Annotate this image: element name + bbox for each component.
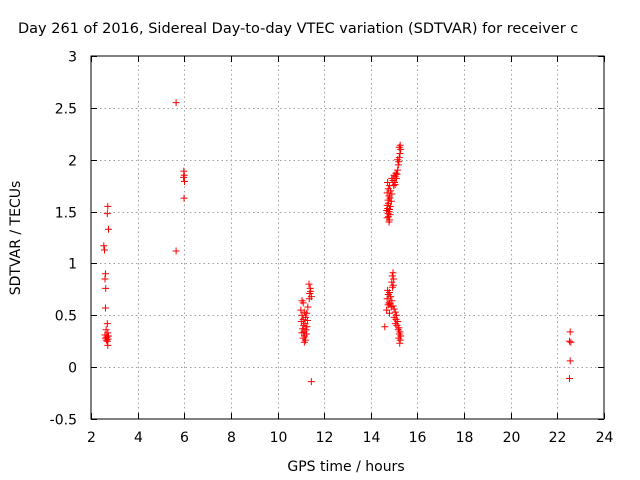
y-tick-label: 0.5	[55, 309, 77, 325]
y-tick-label: 2	[68, 154, 77, 170]
y-tick-label: 1.5	[55, 206, 77, 222]
data-point	[300, 322, 308, 330]
data-point	[101, 246, 109, 254]
y-tick-label: -0.5	[50, 413, 77, 429]
data-point	[389, 302, 397, 310]
grid	[91, 56, 604, 419]
data-point	[104, 202, 112, 210]
data-point	[103, 320, 111, 328]
x-tick-label: 4	[134, 430, 143, 446]
data-point	[389, 283, 397, 291]
data-point	[394, 166, 402, 174]
plot-frame	[90, 55, 605, 420]
data-point	[172, 99, 180, 107]
x-tick-label: 10	[270, 430, 288, 446]
data-point	[100, 242, 108, 250]
data-point	[565, 375, 573, 383]
data-point	[101, 275, 109, 283]
data-point	[396, 339, 404, 347]
x-tick-label: 2	[87, 430, 96, 446]
data-point	[385, 218, 393, 226]
data-point	[391, 308, 399, 316]
data-point	[304, 303, 312, 311]
data-point	[381, 323, 389, 331]
data-point	[299, 299, 307, 307]
data-point	[565, 337, 573, 345]
data-point	[300, 338, 308, 346]
data-point	[101, 304, 109, 312]
x-axis-label: GPS time / hours	[287, 459, 404, 475]
data-point	[567, 338, 575, 346]
data-point	[103, 210, 111, 218]
data-point	[393, 170, 401, 178]
x-tick-label: 8	[227, 430, 236, 446]
x-tick-label: 14	[363, 430, 381, 446]
x-tick-label: 18	[456, 430, 474, 446]
y-axis: -0.5 0 0.5 1 1.5 2 2.5 3	[50, 50, 604, 429]
x-tick-label: 22	[549, 430, 567, 446]
data-point	[180, 194, 188, 202]
data-point	[305, 295, 313, 303]
y-tick-label: 3	[68, 50, 77, 66]
data-point	[396, 149, 404, 157]
data-point	[388, 272, 396, 280]
data-point	[389, 269, 397, 277]
data-point	[390, 275, 398, 283]
data-point	[297, 318, 305, 326]
data-point	[104, 225, 112, 233]
data-point	[385, 309, 393, 317]
x-tick-label: 6	[180, 430, 189, 446]
data-point	[307, 378, 315, 386]
data-point	[104, 341, 112, 349]
x-tick-label: 24	[596, 430, 614, 446]
y-axis-label: SDTVAR / TECUs	[8, 181, 24, 296]
data-point	[305, 280, 313, 288]
data-point	[566, 357, 574, 365]
data-point	[180, 173, 188, 181]
data-point	[303, 323, 311, 331]
x-tick-label: 20	[503, 430, 521, 446]
x-axis: 2 4 6 8 10 12 14 16 18 20 22 24	[87, 56, 613, 446]
data-point	[181, 177, 189, 185]
data-point	[396, 141, 404, 149]
data-point	[102, 326, 110, 334]
data-point	[383, 295, 391, 303]
y-tick-label: 2.5	[55, 102, 77, 118]
data-point	[299, 325, 307, 333]
y-tick-label: 1	[68, 257, 77, 273]
y-tick-label: 0	[68, 361, 77, 377]
x-tick-label: 16	[409, 430, 427, 446]
data-point	[388, 278, 396, 286]
data-point	[390, 182, 398, 190]
x-tick-label: 12	[316, 430, 334, 446]
chart-title: Day 261 of 2016, Sidereal Day-to-day VTE…	[18, 21, 578, 37]
data-point	[566, 328, 574, 336]
data-point	[102, 336, 110, 344]
data-point	[303, 309, 311, 317]
data-point	[102, 284, 110, 292]
data-point	[172, 247, 180, 255]
data-point	[394, 156, 402, 164]
data-points	[100, 99, 575, 386]
data-point	[391, 181, 399, 189]
data-point	[390, 305, 398, 313]
